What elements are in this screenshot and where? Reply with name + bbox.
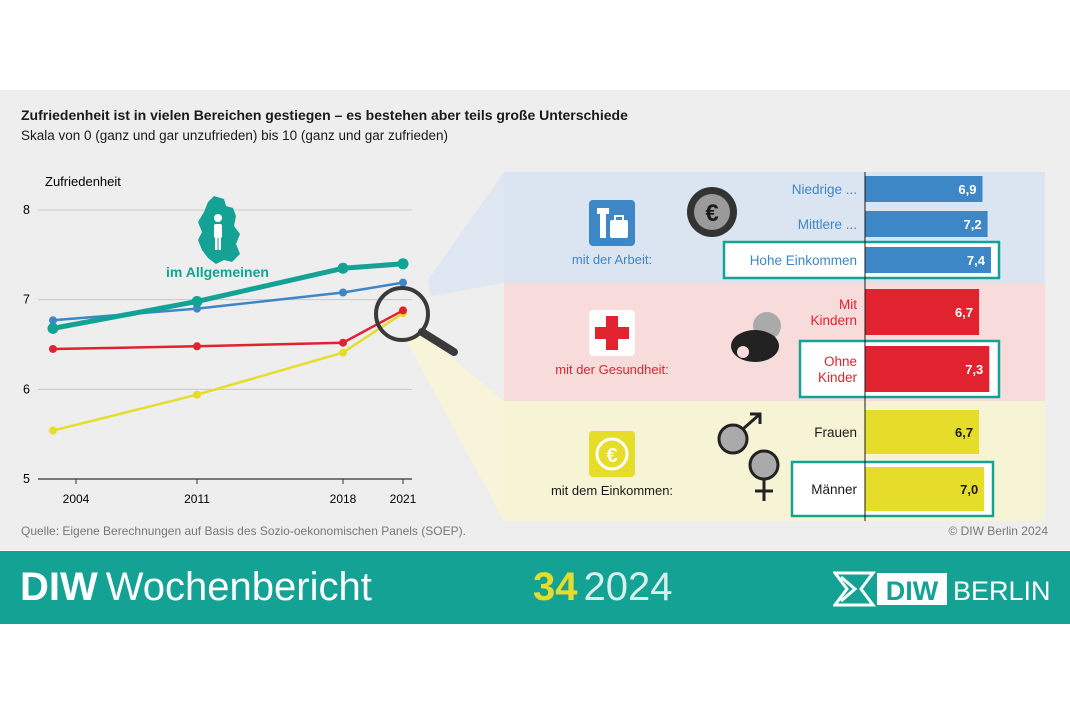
brand-diw: DIW [20,565,98,609]
bar-value-label: 6,7 [955,305,973,320]
euro-coin-icon: € [589,431,635,477]
briefcase-icon [589,200,635,246]
x-tick-label: 2011 [184,492,210,506]
bar [865,176,983,202]
bar [865,410,980,454]
gender-symbols-icon [717,412,780,501]
issue-number-value: 34 [533,565,578,609]
diw-berlin-logo: DIW BERLIN [833,571,1051,607]
y-tick-label: 5 [23,472,30,486]
bar-value-label: 7,3 [965,362,983,377]
zoom-wedge-yellow [405,332,504,521]
series-line-1 [52,281,404,322]
y-tick-label: 8 [23,203,30,217]
bar-value-label: 6,9 [958,182,976,197]
data-point [191,295,203,307]
series-label-allgemein: im Allgemeinen [166,264,269,280]
group-label-gesundheit: mit der Gesundheit: [555,362,668,377]
data-point [399,306,407,315]
y-axis-label: Zufriedenheit [45,174,121,189]
footer-banner: DIW Wochenbericht 34 2024 DIW BERLIN [0,551,1070,624]
data-point [339,288,347,297]
bar-category-label: Hohe Einkommen [750,253,857,268]
bar [865,467,985,511]
chart-title: Zufriedenheit ist in vielen Bereichen ge… [21,107,628,123]
bar-value-label: 6,7 [955,425,973,440]
copyright: © DIW Berlin 2024 [948,524,1048,538]
magnifier-icon [374,286,458,356]
data-point [397,258,409,270]
euro-coin-icon: € [687,187,737,237]
zoom-wedge-blue [428,172,504,296]
svg-text:€: € [705,200,718,227]
bar-value-label: 7,4 [967,253,986,268]
y-tick-label: 6 [23,382,30,396]
bar-category-label: Ohne Kinder [818,354,858,385]
bar-category-label: Mittlere ... [798,217,857,232]
data-point [49,344,57,353]
bar-chart: 6,9 Niedrige ... 7,2 Mittlere ... 7,4 Hohe Ei… [722,176,1001,518]
bar-category-label: Niedrige ... [792,182,857,197]
series-line-2 [52,309,404,351]
bar-category-label: Männer [811,482,857,497]
x-tick-label: 2004 [63,492,90,506]
data-point [47,322,59,334]
group-label-einkommen: mit dem Einkommen: [551,483,673,498]
data-point [399,278,407,287]
x-tick-label: 2021 [390,492,417,506]
brand-wochenbericht: Wochenbericht [105,565,372,609]
bar [865,211,988,237]
logo-diw: DIW [886,576,939,606]
issue-year: 2024 [583,565,673,609]
germany-map-icon [198,196,240,264]
issue-number: 34 2024 [533,565,672,610]
bar [865,289,980,335]
data-point [193,390,201,399]
group-label-arbeit: mit der Arbeit: [572,252,652,267]
series-line-0 [52,261,404,331]
data-point [193,304,201,313]
data-point [337,262,349,274]
x-tick-label: 2018 [330,492,357,506]
data-point [339,338,347,347]
bar-category-label: Mit Kindern [810,297,857,328]
svg-text:€: € [606,445,617,467]
data-point [49,316,57,325]
bar-value-label: 7,0 [960,482,978,497]
logo-berlin: BERLIN [953,576,1051,606]
data-point [49,426,57,435]
bar-category-label: Frauen [814,425,857,440]
bar [865,346,990,392]
pacifier-icon [731,312,781,362]
bar [865,247,991,273]
chart-subtitle: Skala von 0 (ganz und gar unzufrieden) b… [21,128,449,143]
bar-value-label: 7,2 [964,217,982,232]
red-cross-icon [589,310,635,356]
data-point [193,342,201,351]
y-tick-label: 7 [23,293,30,307]
data-point [339,348,347,357]
source-note: Quelle: Eigene Berechnungen auf Basis de… [21,524,466,538]
series-line-3 [52,312,404,432]
publication-brand: DIW Wochenbericht [20,565,372,610]
